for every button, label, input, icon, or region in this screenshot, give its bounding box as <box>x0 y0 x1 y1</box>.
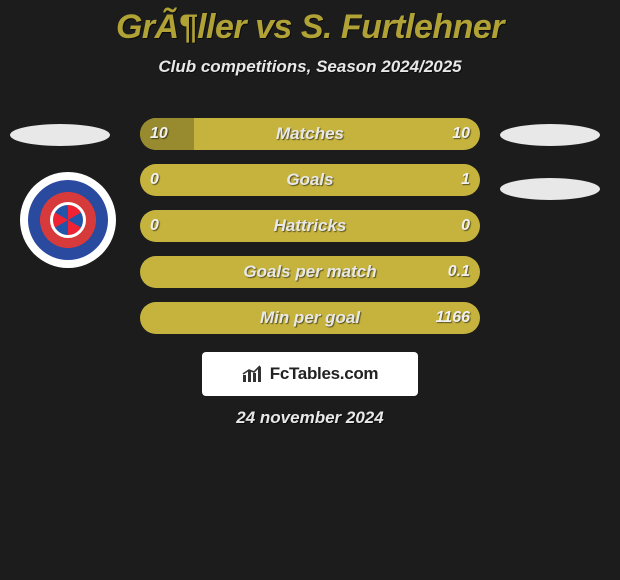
stat-row: Matches1010 <box>0 118 620 150</box>
stat-row: Goals01 <box>0 164 620 196</box>
stat-row: Hattricks00 <box>0 210 620 242</box>
page-title: GrÃ¶ller vs S. Furtlehner <box>0 0 620 47</box>
date-text: 24 november 2024 <box>0 408 620 428</box>
stat-bars: Matches1010 Goals01 Hattricks00 Goals per m… <box>0 118 620 348</box>
stat-bar-track <box>140 118 480 150</box>
stat-bar-track <box>140 164 480 196</box>
footer-brand-text: FcTables.com <box>270 364 379 384</box>
page-subtitle: Club competitions, Season 2024/2025 <box>0 57 620 77</box>
stat-bar-fill-left <box>140 118 194 150</box>
stat-row: Goals per match0.1 <box>0 256 620 288</box>
bar-chart-icon <box>242 365 264 383</box>
stat-bar-track <box>140 210 480 242</box>
stat-bar-track <box>140 256 480 288</box>
footer-brand-box: FcTables.com <box>202 352 418 396</box>
stat-row: Min per goal1166 <box>0 302 620 334</box>
stat-bar-track <box>140 302 480 334</box>
